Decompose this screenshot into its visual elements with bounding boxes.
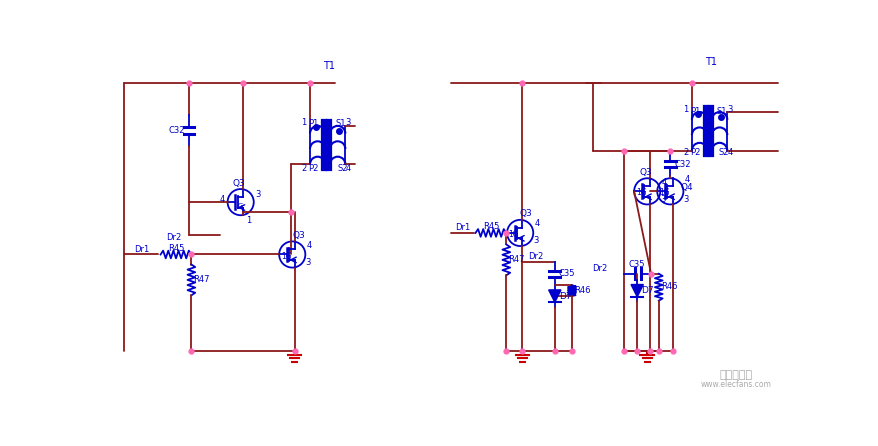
Text: S2: S2 [336,164,347,173]
Text: Q3: Q3 [638,169,651,178]
Text: R45: R45 [482,222,499,231]
Text: D7: D7 [640,286,652,295]
Text: 4: 4 [345,164,350,173]
Text: 3: 3 [532,236,537,245]
Text: 1: 1 [301,118,306,127]
Text: S1: S1 [335,119,346,128]
Text: 1G: 1G [508,230,519,239]
Text: Dr1: Dr1 [133,245,148,254]
Text: R47: R47 [507,256,524,264]
Text: D7: D7 [558,292,572,301]
Text: 1G: 1G [658,188,669,198]
Text: 3: 3 [345,118,350,127]
Text: 4: 4 [220,195,225,204]
Text: Dr1: Dr1 [454,223,470,232]
Polygon shape [630,285,643,297]
Text: C32: C32 [673,160,690,169]
Text: R45: R45 [168,244,184,253]
Text: 4: 4 [661,178,666,186]
Text: 3: 3 [305,258,310,267]
Text: S2: S2 [718,148,729,157]
Text: R46: R46 [573,286,590,295]
Text: R46: R46 [660,282,677,291]
Text: P1: P1 [307,119,318,128]
Text: S1: S1 [716,107,726,116]
Text: 电子发烧友: 电子发烧友 [718,370,752,380]
Text: T1: T1 [704,57,716,67]
Text: C35: C35 [558,269,575,278]
Text: 4: 4 [727,148,732,157]
Text: Dr2: Dr2 [591,264,607,273]
Text: Q3: Q3 [233,179,245,188]
Text: Dr2: Dr2 [166,233,181,242]
Text: Q3: Q3 [291,231,305,240]
Text: P1: P1 [689,107,700,116]
Polygon shape [548,290,560,302]
Text: 3: 3 [255,190,260,199]
Text: Q3: Q3 [520,209,532,218]
Text: C35: C35 [629,260,644,269]
Text: P2: P2 [690,148,700,157]
Text: 1: 1 [682,105,687,114]
Text: www.elecfans.com: www.elecfans.com [700,380,770,389]
Text: 2: 2 [301,164,306,173]
Text: R47: R47 [193,275,210,285]
Text: C32: C32 [169,126,184,135]
Text: T1: T1 [323,61,335,71]
Text: 3: 3 [727,105,732,114]
Text: 3: 3 [682,194,687,203]
Text: Q4: Q4 [680,183,693,192]
Text: G: G [238,203,243,209]
Text: 4: 4 [684,175,689,184]
Text: Dr2: Dr2 [528,252,543,261]
Text: 1G: 1G [635,188,645,198]
Text: 4: 4 [534,219,539,228]
Text: P2: P2 [308,164,319,173]
Text: 2: 2 [682,148,687,157]
Text: 1G: 1G [280,252,291,260]
Text: 4: 4 [306,241,312,250]
Text: 1: 1 [246,216,251,225]
Text: 3: 3 [659,194,665,203]
